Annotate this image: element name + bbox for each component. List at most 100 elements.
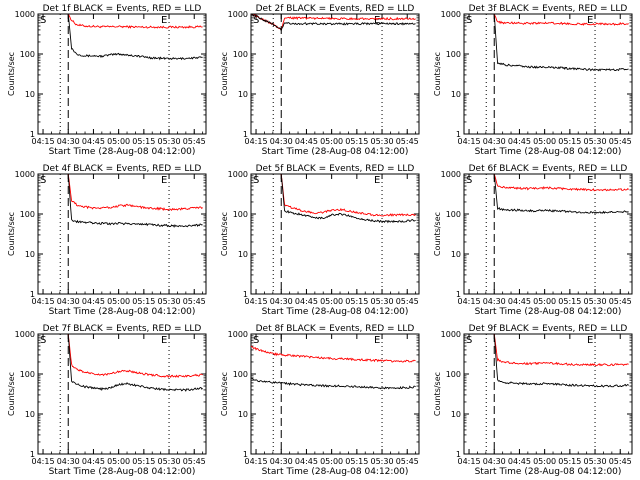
plot-frame bbox=[250, 173, 420, 295]
y-tick-label: 10 bbox=[25, 250, 35, 259]
y-tick-label: 1 bbox=[456, 130, 461, 139]
x-axis-label: Start Time (28-Aug-08 04:12:00) bbox=[475, 307, 622, 317]
y-tick-label: 1000 bbox=[441, 330, 461, 339]
lld-series-line bbox=[280, 174, 416, 217]
panel-det-4f: Det 4f BLACK = Events, RED = LLD 1 10 100 10… bbox=[7, 164, 207, 317]
y-tick-label: 10 bbox=[238, 250, 248, 259]
y-axis-label: Counts/sec bbox=[7, 52, 16, 96]
lld-series-line bbox=[493, 14, 629, 26]
x-tick-label: 05:30 bbox=[371, 457, 394, 466]
end-marker: E bbox=[161, 175, 167, 186]
y-axis-label: Counts/sec bbox=[220, 212, 229, 256]
y-axis-label: Counts/sec bbox=[7, 212, 16, 256]
plot-frame bbox=[463, 333, 633, 455]
x-axis-label: Start Time (28-Aug-08 04:12:00) bbox=[49, 307, 196, 317]
y-tick-label: 100 bbox=[20, 370, 35, 379]
x-tick-label: 04:15 bbox=[245, 297, 268, 306]
x-tick-label: 05:45 bbox=[183, 137, 206, 146]
start-marker: S bbox=[40, 15, 46, 26]
x-tick-label: 05:45 bbox=[609, 137, 632, 146]
panel-det-9f: Det 9f BLACK = Events, RED = LLD 1 10 100 10… bbox=[433, 324, 633, 477]
lld-series-line bbox=[67, 174, 203, 212]
x-axis-label: Start Time (28-Aug-08 04:12:00) bbox=[49, 147, 196, 157]
events-series-line bbox=[493, 14, 629, 72]
x-tick-label: 04:45 bbox=[82, 137, 105, 146]
x-tick-label: 04:45 bbox=[508, 137, 531, 146]
end-marker: E bbox=[374, 175, 380, 186]
events-series-line bbox=[67, 334, 203, 392]
panel-title: Det 1f BLACK = Events, RED = LLD bbox=[43, 4, 202, 14]
x-tick-label: 05:15 bbox=[132, 137, 155, 146]
x-tick-label: 05:30 bbox=[158, 137, 181, 146]
x-tick-label: 05:45 bbox=[183, 297, 206, 306]
y-tick-label: 1000 bbox=[228, 10, 248, 19]
panel-title: Det 7f BLACK = Events, RED = LLD bbox=[43, 324, 202, 334]
y-tick-label: 100 bbox=[233, 50, 248, 59]
end-marker: E bbox=[587, 335, 593, 346]
x-tick-label: 05:45 bbox=[609, 457, 632, 466]
panel-det-8f: Det 8f BLACK = Events, RED = LLD 1 10 100 10… bbox=[220, 324, 420, 477]
y-tick-label: 1000 bbox=[15, 10, 35, 19]
x-tick-label: 05:30 bbox=[158, 297, 181, 306]
y-axis-label: Counts/sec bbox=[433, 212, 442, 256]
y-axis-label: Counts/sec bbox=[433, 52, 442, 96]
y-tick-label: 100 bbox=[20, 50, 35, 59]
start-marker: S bbox=[253, 175, 259, 186]
x-tick-label: 05:30 bbox=[371, 137, 394, 146]
start-marker: S bbox=[466, 175, 472, 186]
panel-det-1f: Det 1f BLACK = Events, RED = LLD 1 10 100 10… bbox=[7, 4, 207, 157]
x-tick-label: 05:30 bbox=[584, 297, 607, 306]
panel-det-3f: Det 3f BLACK = Events, RED = LLD 1 10 100 10… bbox=[433, 4, 633, 157]
start-marker: S bbox=[40, 175, 46, 186]
y-tick-label: 100 bbox=[20, 210, 35, 219]
x-tick-label: 04:30 bbox=[270, 457, 293, 466]
y-tick-label: 100 bbox=[233, 210, 248, 219]
x-tick-label: 04:30 bbox=[270, 297, 293, 306]
x-tick-label: 04:45 bbox=[508, 457, 531, 466]
y-tick-label: 1 bbox=[30, 290, 35, 299]
events-series-line bbox=[493, 334, 629, 388]
events-series-line bbox=[493, 174, 629, 215]
x-tick-label: 05:00 bbox=[320, 137, 343, 146]
start-marker: S bbox=[40, 335, 46, 346]
panel-title: Det 5f BLACK = Events, RED = LLD bbox=[256, 164, 415, 174]
y-tick-label: 10 bbox=[451, 250, 461, 259]
x-tick-label: 05:45 bbox=[183, 457, 206, 466]
x-tick-label: 05:15 bbox=[558, 297, 581, 306]
panel-det-2f: Det 2f BLACK = Events, RED = LLD 1 10 100 10… bbox=[220, 4, 420, 157]
end-marker: E bbox=[161, 335, 167, 346]
x-tick-label: 04:45 bbox=[295, 297, 318, 306]
events-series-line bbox=[280, 174, 416, 224]
start-marker: S bbox=[466, 15, 472, 26]
panel-title: Det 4f BLACK = Events, RED = LLD bbox=[43, 164, 202, 174]
x-tick-label: 04:15 bbox=[32, 137, 55, 146]
y-tick-label: 10 bbox=[25, 410, 35, 419]
end-marker: E bbox=[587, 175, 593, 186]
panel-title: Det 2f BLACK = Events, RED = LLD bbox=[256, 4, 415, 14]
lld-series-line bbox=[67, 334, 203, 379]
x-tick-label: 05:45 bbox=[396, 297, 419, 306]
lld-series-line bbox=[251, 345, 416, 363]
end-marker: E bbox=[587, 15, 593, 26]
x-axis-label: Start Time (28-Aug-08 04:12:00) bbox=[49, 467, 196, 477]
y-axis-label: Counts/sec bbox=[433, 372, 442, 416]
x-tick-label: 05:00 bbox=[533, 137, 556, 146]
x-tick-label: 04:15 bbox=[458, 457, 481, 466]
x-tick-label: 04:30 bbox=[270, 137, 293, 146]
plot-frame bbox=[250, 333, 420, 455]
x-tick-label: 05:15 bbox=[558, 457, 581, 466]
x-tick-label: 04:45 bbox=[295, 457, 318, 466]
x-tick-label: 05:45 bbox=[396, 137, 419, 146]
y-axis-label: Counts/sec bbox=[7, 372, 16, 416]
y-tick-label: 1000 bbox=[15, 170, 35, 179]
y-tick-label: 1 bbox=[456, 290, 461, 299]
x-tick-label: 05:00 bbox=[320, 297, 343, 306]
x-tick-label: 05:45 bbox=[396, 457, 419, 466]
x-tick-label: 04:15 bbox=[245, 457, 268, 466]
x-axis-label: Start Time (28-Aug-08 04:12:00) bbox=[262, 467, 409, 477]
x-tick-label: 04:30 bbox=[483, 457, 506, 466]
x-tick-label: 05:00 bbox=[533, 297, 556, 306]
y-tick-label: 1000 bbox=[441, 10, 461, 19]
end-marker: E bbox=[374, 15, 380, 26]
